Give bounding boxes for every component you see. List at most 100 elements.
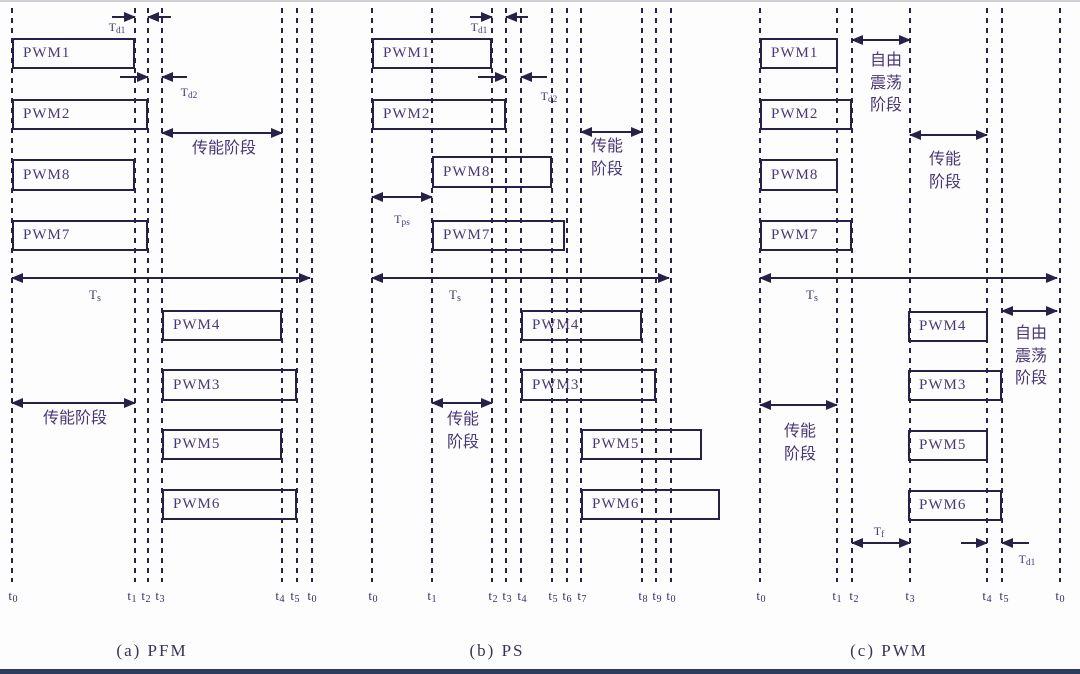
- pwm8-label: PWM8: [771, 166, 819, 183]
- arrowhead-left: [759, 273, 771, 283]
- dimension-arrow-a-2: [120, 72, 149, 82]
- time-symbol-main: t: [290, 588, 295, 603]
- time-symbol-sub: d1: [1026, 558, 1036, 568]
- arrowhead-right: [1046, 306, 1058, 316]
- time-symbol-sub: 2: [492, 594, 498, 605]
- dimension-arrow-c-6: [961, 538, 988, 548]
- dimension-arrow-b-4: [580, 127, 643, 137]
- pwm7-pulse-box-a: PWM7: [12, 220, 148, 251]
- pwm6-label: PWM6: [173, 496, 221, 512]
- dimension-arrow-c-1: [909, 130, 988, 140]
- timeline-gridline-c-3: [909, 8, 911, 582]
- time-symbol-main: t: [666, 588, 671, 603]
- dimension-arrow-b-0: [470, 12, 493, 22]
- time-symbol-main: T: [180, 85, 188, 99]
- timeline-gridline-a-2: [147, 8, 149, 582]
- timeline-gridline-b-9: [655, 8, 657, 582]
- interval-label-c-5: Tf: [874, 523, 884, 540]
- dimension-arrow-b-2: [478, 72, 507, 82]
- arrowhead-left: [851, 538, 863, 548]
- interval-label-b-4: Ts: [449, 286, 461, 304]
- pwm5-pulse-box-a: PWM5: [162, 429, 282, 460]
- panel-caption-a: (a) PFM: [116, 641, 188, 660]
- phase-label-c-4: 传能 阶段: [783, 423, 817, 463]
- time-symbol-sub: 6: [566, 594, 572, 605]
- timeline-gridline-b-3: [505, 8, 507, 582]
- timeline-gridline-b-4: [520, 8, 522, 582]
- arrowhead-left: [1001, 538, 1013, 548]
- pwm7-label: PWM7: [23, 227, 71, 243]
- arrowhead-right: [299, 273, 311, 283]
- time-symbol-sub: 1: [836, 594, 842, 605]
- pwm5-pulse-box-c: PWM5: [908, 430, 988, 461]
- arrowhead-left: [505, 12, 517, 22]
- tick-label-a-2: t2: [141, 588, 150, 605]
- dimension-arrow-c-7: [1001, 538, 1029, 548]
- time-symbol-sub: 3: [909, 594, 915, 605]
- arrowhead-left: [909, 130, 921, 140]
- time-symbol-main: t: [502, 588, 507, 603]
- phase-label-c-1: 传能 阶段: [928, 151, 962, 191]
- dimension-arrow-c-5: [851, 538, 911, 548]
- time-symbol-main: t: [999, 588, 1004, 603]
- time-symbol-main: t: [368, 588, 373, 603]
- pwm3-pulse-box-b: PWM3: [521, 369, 656, 401]
- timeline-gridline-b-8: [641, 8, 643, 582]
- timeline-gridline-c-4: [986, 8, 988, 582]
- dimension-arrow-c-4: [759, 400, 838, 410]
- time-symbol-main: t: [652, 588, 657, 603]
- arrowhead-right: [826, 400, 838, 410]
- time-symbol-sub: 1: [131, 594, 137, 605]
- arrowhead-left: [431, 398, 443, 408]
- pwm7-pulse-box-c: PWM7: [760, 220, 852, 251]
- time-symbol-main: t: [517, 588, 522, 603]
- timeline-gridline-a-0: [11, 8, 13, 582]
- time-symbol-main: t: [127, 588, 132, 603]
- interval-label-c-2: Ts: [806, 286, 818, 304]
- time-symbol-main: T: [470, 20, 478, 34]
- pwm8-pulse-box-a: PWM8: [12, 159, 135, 191]
- pwm1-pulse-box-a: PWM1: [12, 38, 135, 69]
- pwm2-label: PWM2: [23, 106, 71, 122]
- bottom-bar: [0, 669, 1080, 674]
- phase-label-b-2: 传能 阶段: [590, 138, 624, 178]
- pwm2-pulse-box-b: PWM2: [372, 99, 506, 130]
- tick-label-c-0: t0: [756, 588, 765, 605]
- arrowhead-right: [658, 273, 670, 283]
- pwm8-label: PWM8: [23, 166, 71, 183]
- arrowhead-right: [481, 398, 493, 408]
- timeline-gridline-b-6: [566, 8, 568, 582]
- dimension-arrow-b-1: [505, 12, 528, 22]
- arrowhead-left: [161, 72, 173, 82]
- pwm2-pulse-box-a: PWM2: [12, 99, 148, 130]
- arrowhead-right: [137, 72, 149, 82]
- arrowhead-right: [124, 12, 136, 22]
- time-symbol-main: t: [307, 588, 312, 603]
- time-symbol-sub: ps: [401, 218, 410, 228]
- tick-label-b-5: t5: [548, 588, 557, 605]
- arrowhead-right: [899, 35, 911, 45]
- arrowhead-right: [421, 192, 433, 202]
- time-symbol-main: t: [155, 588, 160, 603]
- phase-label-b-5: 传能 阶段: [446, 411, 480, 451]
- time-symbol-sub: f: [881, 530, 885, 540]
- time-symbol-sub: 0: [372, 594, 378, 605]
- tick-label-b-7: t7: [577, 588, 586, 605]
- time-symbol-main: T: [449, 287, 457, 302]
- timeline-gridline-c-6: [1059, 8, 1061, 582]
- time-symbol-main: t: [638, 588, 643, 603]
- time-symbol-sub: 4: [279, 594, 285, 605]
- time-symbol-sub: 4: [986, 594, 992, 605]
- tick-label-b-1: t1: [427, 588, 436, 605]
- time-symbol-main: t: [1055, 588, 1060, 603]
- time-symbol-main: t: [141, 588, 146, 603]
- timeline-gridline-a-3: [161, 8, 163, 582]
- tick-label-b-8: t8: [638, 588, 647, 605]
- time-symbol-sub: s: [457, 293, 461, 304]
- dimension-arrow-a-5: [11, 273, 311, 283]
- time-symbol-main: t: [548, 588, 553, 603]
- pwm4-pulse-box-c: PWM4: [908, 311, 988, 342]
- pwm8-pulse-box-c: PWM8: [760, 159, 838, 191]
- arrowhead-right: [976, 130, 988, 140]
